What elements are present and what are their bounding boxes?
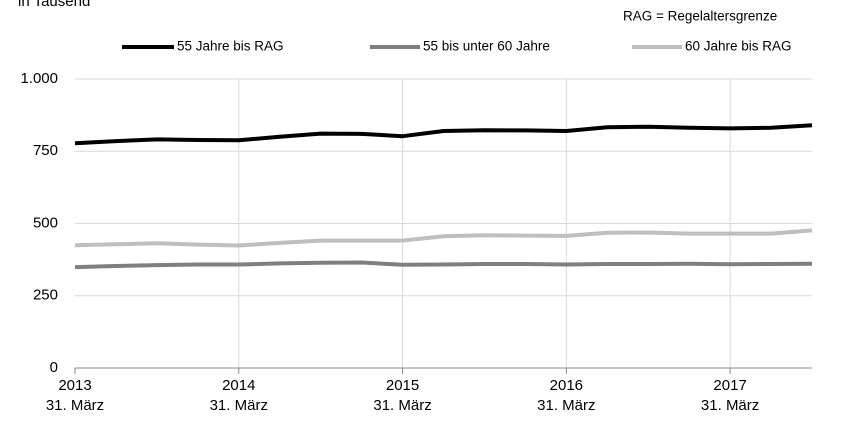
- x-tick-label: 2016: [550, 377, 583, 394]
- legend-label: 60 Jahre bis RAG: [685, 39, 792, 54]
- x-tick-sublabel: 31. März: [537, 397, 595, 414]
- x-tick-label: 2014: [222, 377, 255, 394]
- annotation: RAG = Regelaltersgrenze: [623, 9, 777, 24]
- x-tick-sublabel: 31. März: [373, 397, 431, 414]
- y-tick-label: 750: [33, 142, 58, 159]
- y-tick-label: 0: [50, 359, 58, 376]
- legend-label: 55 Jahre bis RAG: [177, 39, 284, 54]
- series-line: [74, 123, 813, 146]
- x-tick-label: 2013: [58, 377, 91, 394]
- y-axis-label: in Tausend: [18, 0, 90, 10]
- series-line: [74, 228, 813, 248]
- x-tick-sublabel: 31. März: [46, 397, 104, 414]
- x-tick-label: 2015: [386, 377, 419, 394]
- y-tick-label: 250: [33, 287, 58, 304]
- x-tick-sublabel: 31. März: [701, 397, 759, 414]
- x-tick-label: 2017: [713, 377, 746, 394]
- legend-label: 55 bis unter 60 Jahre: [423, 39, 550, 54]
- x-tick-sublabel: 31. März: [210, 397, 268, 414]
- y-tick-label: 500: [33, 214, 58, 231]
- y-tick-label: 1.000: [20, 70, 58, 87]
- series-line: [74, 260, 813, 270]
